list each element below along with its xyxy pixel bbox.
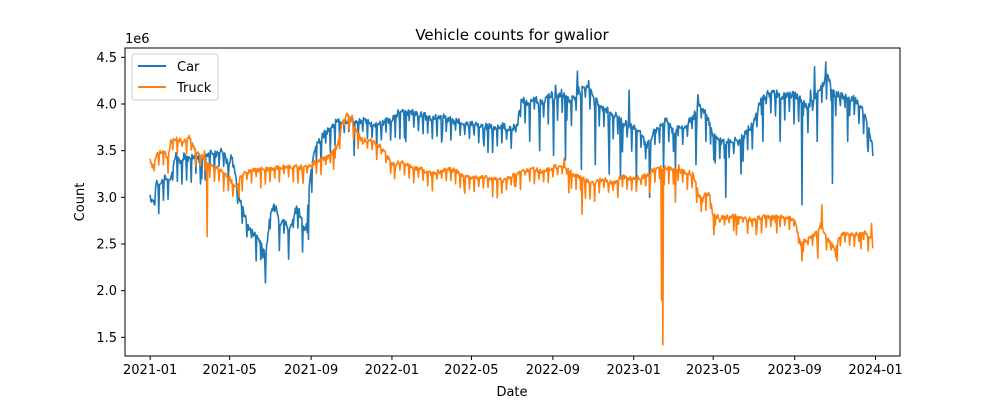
y-tick-label: 1.5 (96, 331, 117, 346)
y-tick-label: 3.5 (96, 144, 117, 159)
y-tick-label: 2.0 (96, 284, 117, 299)
x-tick-label: 2021-01 (123, 363, 177, 378)
x-tick-label: 2023-05 (686, 363, 740, 378)
x-axis-label: Date (496, 385, 527, 400)
legend: Car Truck (131, 53, 219, 101)
chart-title: Vehicle counts for gwalior (415, 26, 609, 44)
legend-label-truck: Truck (176, 81, 212, 96)
plot-frame (124, 47, 901, 357)
x-tick-label: 2024-01 (848, 363, 902, 378)
y-offset-label: 1e6 (125, 32, 150, 47)
legend-label-car: Car (177, 60, 200, 75)
x-axis: 2021-01 2021-05 2021-09 2022-01 2022-05 2022-… (123, 356, 903, 378)
series-layer (149, 61, 874, 346)
y-tick-label: 3.0 (96, 191, 117, 206)
x-tick-label: 2021-09 (284, 363, 338, 378)
y-axis: 1.5 2.0 2.5 3.0 3.5 4.0 4.5 (96, 51, 125, 346)
x-tick-label: 2022-09 (526, 363, 580, 378)
x-tick-label: 2022-01 (365, 363, 419, 378)
x-tick-label: 2022-05 (444, 363, 498, 378)
series-line-truck (149, 112, 874, 346)
y-tick-label: 4.5 (96, 51, 117, 66)
x-tick-label: 2023-09 (768, 363, 822, 378)
x-tick-label: 2021-05 (202, 363, 256, 378)
series-line-car (149, 61, 874, 284)
y-axis-label: Count (73, 183, 88, 222)
x-tick-label: 2023-01 (607, 363, 661, 378)
y-tick-label: 4.0 (96, 98, 117, 113)
y-tick-label: 2.5 (96, 238, 117, 253)
